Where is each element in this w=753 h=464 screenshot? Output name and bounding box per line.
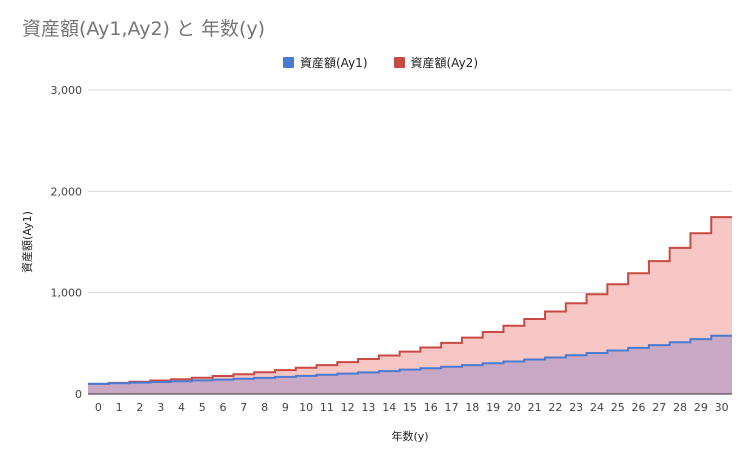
y-tick-label: 1,000	[51, 287, 83, 300]
x-tick-label: 8	[261, 401, 268, 414]
x-tick-label: 7	[240, 401, 247, 414]
legend-swatch-ay2	[393, 57, 405, 68]
x-tick-label: 10	[299, 401, 313, 414]
line-layer	[88, 216, 732, 385]
x-tick-label: 13	[361, 401, 375, 414]
x-tick-label: 21	[528, 401, 542, 414]
y-axis-title: 資産額(Ay1)	[21, 211, 34, 273]
x-tick-label: 5	[199, 401, 206, 414]
y-tick-label: 3,000	[51, 84, 83, 97]
legend-label-ay1: 資産額(Ay1)	[300, 56, 368, 70]
chart-title: 資産額(Ay1,Ay2) と 年数(y)	[22, 18, 266, 40]
legend-label-ay2: 資産額(Ay2)	[410, 56, 479, 70]
series-ay2-line	[88, 216, 732, 385]
x-tick-label: 23	[569, 401, 583, 414]
x-tick-label: 12	[341, 401, 355, 414]
y-tick-label: 2,000	[51, 185, 83, 198]
x-tick-label: 27	[652, 401, 666, 414]
legend: 資産額(Ay1) 資産額(Ay2)	[283, 54, 478, 71]
x-tick-label: 15	[403, 401, 417, 414]
x-tick-label: 11	[320, 401, 334, 414]
x-tick-label: 6	[220, 401, 227, 414]
x-tick-label: 19	[486, 401, 500, 414]
grid-layer	[88, 89, 732, 294]
x-tick-label: 9	[282, 401, 289, 414]
legend-item-ay2[interactable]: 資産額(Ay2)	[393, 54, 479, 71]
x-tick-label: 14	[382, 401, 396, 414]
series-ay2-area	[88, 217, 732, 394]
x-tick-label: 28	[673, 401, 687, 414]
x-tick-label: 26	[632, 401, 646, 414]
x-tick-label: 17	[445, 401, 459, 414]
legend-item-ay1[interactable]: 資産額(Ay1)	[283, 54, 368, 71]
y-tick-label: 0	[75, 388, 82, 401]
x-tick-label: 29	[694, 401, 708, 414]
x-tick-label: 4	[178, 401, 185, 414]
x-tick-label: 3	[157, 401, 164, 414]
x-tick-label: 2	[136, 401, 143, 414]
x-tick-label: 25	[611, 401, 625, 414]
area-layer	[88, 217, 732, 394]
x-axis-title: 年数(y)	[391, 429, 428, 443]
x-tick-label: 16	[424, 401, 438, 414]
series-ay1-line	[88, 334, 732, 385]
x-tick-label: 24	[590, 401, 604, 414]
x-tick-label: 30	[715, 401, 729, 414]
legend-swatch-ay1	[283, 57, 294, 68]
x-tick-label: 0	[95, 401, 102, 414]
x-tick-label: 22	[548, 401, 562, 414]
x-tick-label: 1	[116, 401, 123, 414]
x-tick-label: 18	[465, 401, 479, 414]
x-tick-label: 20	[507, 401, 521, 414]
